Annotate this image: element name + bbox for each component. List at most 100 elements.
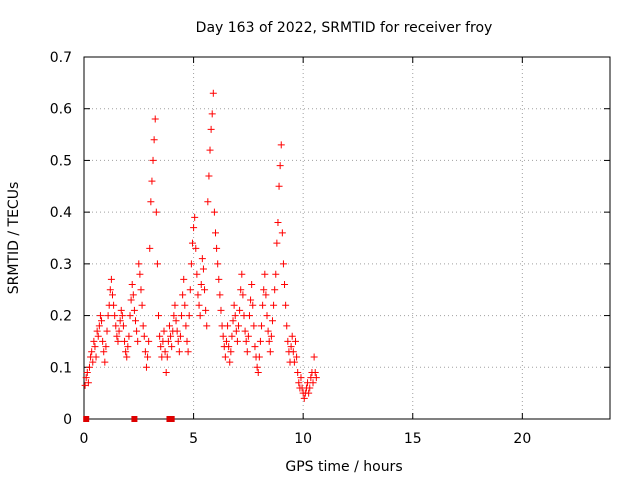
- data-point: [266, 348, 274, 356]
- data-point: [112, 322, 120, 330]
- data-point: [276, 162, 284, 170]
- data-point: [306, 384, 314, 392]
- data-point: [110, 301, 118, 309]
- data-point: [273, 239, 281, 247]
- data-point: [309, 379, 317, 387]
- data-point: [186, 286, 194, 294]
- data-point: [251, 343, 259, 351]
- data-point: [272, 270, 280, 278]
- data-point: [192, 244, 200, 252]
- data-point: [170, 312, 178, 320]
- data-point: [178, 312, 186, 320]
- data-point: [146, 244, 154, 252]
- data-point: [124, 343, 132, 351]
- data-point: [268, 317, 276, 325]
- data-point: [101, 358, 109, 366]
- data-point: [115, 327, 123, 335]
- data-point: [150, 136, 158, 144]
- data-point: [180, 275, 188, 283]
- data-point: [236, 306, 244, 314]
- data-point: [89, 358, 97, 366]
- data-point: [145, 337, 153, 345]
- data-point: [172, 317, 180, 325]
- data-point: [294, 368, 302, 376]
- y-axis-label: SRMTID / TECUs: [6, 182, 22, 295]
- data-point: [126, 312, 134, 320]
- data-point: [263, 312, 271, 320]
- data-point: [194, 291, 202, 299]
- data-point: [255, 353, 263, 361]
- data-point: [138, 301, 146, 309]
- data-point: [94, 332, 102, 340]
- data-point: [225, 343, 233, 351]
- data-point: [176, 332, 184, 340]
- data-point: [181, 301, 189, 309]
- data-point: [167, 332, 175, 340]
- data-point: [203, 322, 211, 330]
- data-point: [206, 146, 214, 154]
- data-point: [289, 348, 297, 356]
- data-point: [261, 270, 269, 278]
- data-point: [242, 337, 250, 345]
- data-point: [227, 348, 235, 356]
- data-point: [163, 353, 171, 361]
- data-point: [209, 89, 217, 97]
- data-point: [164, 337, 172, 345]
- data-point: [175, 348, 183, 356]
- data-point: [84, 379, 92, 387]
- data-point: [204, 198, 212, 206]
- data-point: [213, 244, 221, 252]
- y-tick-label: 0.7: [50, 50, 72, 66]
- data-point: [106, 286, 114, 294]
- y-tick-label: 0.1: [50, 360, 72, 376]
- y-tick-label: 0.2: [50, 309, 72, 325]
- data-point: [179, 291, 187, 299]
- data-point: [202, 306, 210, 314]
- data-point: [238, 270, 246, 278]
- data-point: [85, 363, 93, 371]
- data-point: [107, 275, 115, 283]
- data-point: [212, 229, 219, 237]
- data-point: [287, 343, 295, 351]
- zero-marker: [131, 416, 138, 422]
- data-points: [81, 89, 320, 422]
- data-point: [232, 327, 240, 335]
- data-point: [119, 322, 127, 330]
- data-point: [184, 348, 192, 356]
- data-point: [188, 239, 196, 247]
- x-tick-label: 0: [80, 431, 89, 447]
- data-point: [245, 312, 253, 320]
- data-point: [244, 332, 252, 340]
- data-point: [122, 348, 130, 356]
- data-point: [136, 270, 144, 278]
- data-point: [137, 286, 145, 294]
- data-point: [214, 260, 222, 268]
- data-point: [190, 224, 198, 232]
- data-point: [132, 317, 140, 325]
- plot-frame: [83, 56, 611, 420]
- data-point: [277, 141, 285, 149]
- data-point: [174, 337, 182, 345]
- data-point: [114, 337, 122, 345]
- data-point: [191, 213, 199, 221]
- data-point: [171, 301, 179, 309]
- data-point: [155, 312, 163, 320]
- data-point: [221, 353, 229, 361]
- data-point: [121, 337, 129, 345]
- x-tick-label: 15: [404, 431, 422, 447]
- data-point: [103, 327, 111, 335]
- data-point: [256, 337, 264, 345]
- data-point: [129, 291, 137, 299]
- data-point: [152, 208, 160, 216]
- data-point: [90, 337, 98, 345]
- data-point: [208, 110, 216, 118]
- data-point: [207, 125, 215, 133]
- data-point: [210, 208, 218, 216]
- data-point: [216, 291, 224, 299]
- data-point: [226, 358, 234, 366]
- data-point: [267, 332, 275, 340]
- data-point: [253, 363, 261, 371]
- grid: [84, 57, 610, 419]
- data-point: [156, 332, 164, 340]
